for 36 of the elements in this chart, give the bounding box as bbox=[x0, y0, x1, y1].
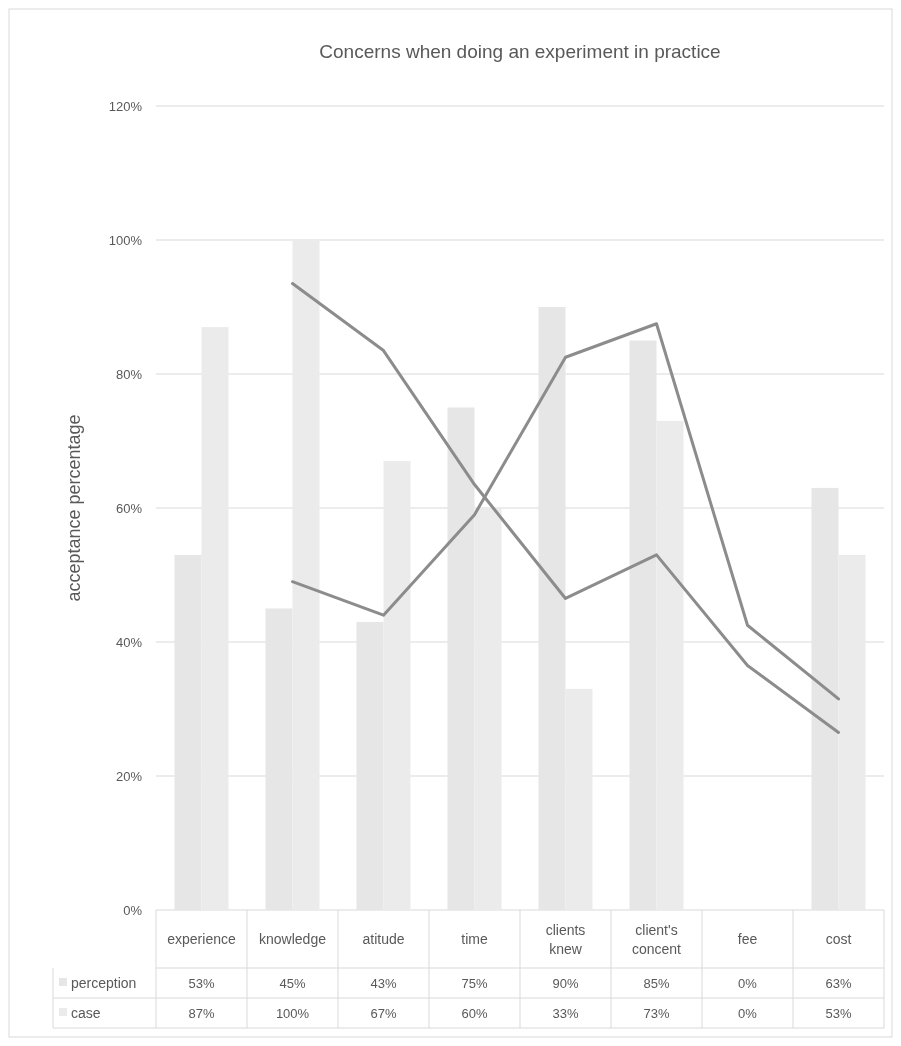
x-tick-label: fee bbox=[737, 931, 758, 947]
y-tick-label: 80% bbox=[115, 367, 143, 382]
data-label: 60% bbox=[461, 1006, 488, 1021]
data-label: 33% bbox=[552, 1006, 579, 1021]
chart-title: Concerns when doing an experiment in practice bbox=[319, 41, 721, 62]
y-tick-label: 0% bbox=[123, 903, 143, 918]
data-label: 85% bbox=[643, 976, 670, 991]
x-tick-label: clients knew bbox=[545, 922, 586, 957]
data-label: 53% bbox=[188, 976, 215, 991]
line-series bbox=[291, 282, 840, 734]
x-tick-label: client's concent bbox=[631, 922, 682, 957]
data-label: 63% bbox=[825, 976, 852, 991]
data-label: 0% bbox=[738, 976, 758, 991]
x-tick-label: knowledge bbox=[259, 931, 327, 947]
y-tick-label: 120% bbox=[108, 99, 143, 114]
data-label: 73% bbox=[643, 1006, 670, 1021]
y-tick-label: 60% bbox=[115, 501, 143, 516]
x-tick-label: atitude bbox=[362, 931, 405, 947]
legend-label: perception bbox=[71, 975, 137, 991]
y-axis-title: acceptance percentage bbox=[64, 414, 84, 602]
y-tick-label: 20% bbox=[115, 769, 143, 784]
data-label: 45% bbox=[279, 976, 306, 991]
data-label: 100% bbox=[275, 1006, 310, 1021]
y-tick-label: 40% bbox=[115, 635, 143, 650]
data-label: 43% bbox=[370, 976, 397, 991]
data-label: 90% bbox=[552, 976, 579, 991]
y-tick-label: 100% bbox=[108, 233, 143, 248]
data-label: 53% bbox=[825, 1006, 852, 1021]
x-tick-label: experience bbox=[167, 931, 236, 947]
data-label: 0% bbox=[738, 1006, 758, 1021]
data-label: 87% bbox=[188, 1006, 215, 1021]
legend-label: case bbox=[71, 1005, 101, 1021]
data-label: 75% bbox=[461, 976, 488, 991]
x-tick-label: cost bbox=[825, 931, 852, 947]
data-label: 67% bbox=[370, 1006, 397, 1021]
x-tick-label: time bbox=[461, 931, 488, 947]
